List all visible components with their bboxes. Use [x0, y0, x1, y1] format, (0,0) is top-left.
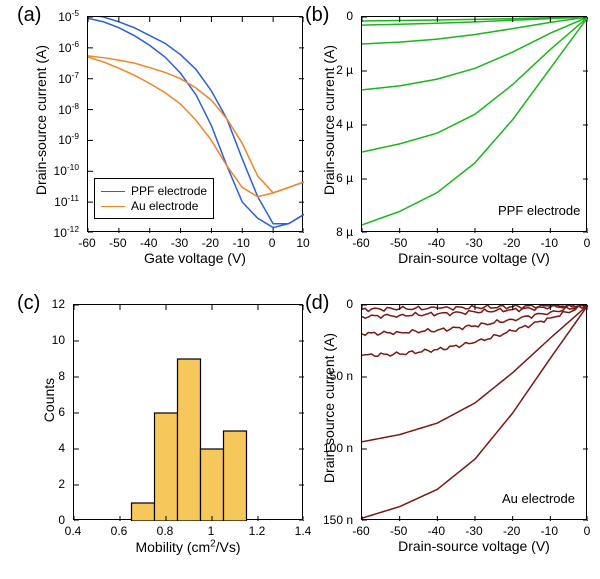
panel-c-xlabel: Mobility (cm2/Vs)	[73, 538, 303, 555]
panel-c-xlabel-text: Mobility (cm2/Vs)	[135, 539, 240, 555]
panel-c-plot	[73, 304, 303, 520]
panel-d-xlabel: Drain-source voltage (V)	[361, 538, 587, 554]
legend-label-ppf: PPF electrode	[131, 184, 207, 198]
panel-b-ylabel: Drain-source current (A)	[321, 12, 337, 228]
panel-d-plot: Au electrode	[361, 304, 587, 520]
panel-c-xticks: 0.40.60.811.21.4	[73, 520, 303, 538]
panel-d-series-label: Au electrode	[502, 491, 575, 506]
panel-a-xticks: -60-50-40-30-20-10010	[87, 232, 303, 250]
panel-a-legend: PPF electrode Au electrode	[94, 178, 214, 219]
panel-d-svg	[362, 305, 588, 521]
panel-c-svg	[74, 305, 304, 521]
panel-b-xticks: -60-50-40-30-20-100	[361, 232, 587, 250]
panel-a-yticks: 10-1210-1110-1010-910-810-710-610-5	[17, 16, 83, 232]
figure-page: { "figure": { "width": 600, "height": 57…	[0, 0, 600, 579]
panel-c: 0.40.60.811.21.4 024681012 Mobility (cm2…	[17, 290, 301, 570]
panel-c-ylabel: Counts	[41, 330, 57, 470]
panel-b-series-label: PPF electrode	[498, 203, 580, 218]
panel-d: Au electrode -60-50-40-30-20-100 050 n10…	[305, 290, 589, 570]
panel-a-plot: PPF electrode Au electrode	[87, 16, 303, 232]
panel-d-ylabel: Drain-source current (A)	[321, 300, 337, 516]
legend-swatch-au	[101, 206, 125, 207]
panel-a-xlabel: Gate voltage (V)	[87, 250, 303, 266]
legend-item-au: Au electrode	[101, 199, 207, 213]
panel-d-xticks: -60-50-40-30-20-100	[361, 520, 587, 538]
legend-swatch-ppf	[101, 191, 125, 192]
legend-item-ppf: PPF electrode	[101, 184, 207, 198]
panel-b-xlabel: Drain-source voltage (V)	[361, 250, 587, 266]
panel-b-svg	[362, 17, 588, 233]
panel-b: PPF electrode -60-50-40-30-20-100 02 µ4 …	[305, 2, 589, 282]
panel-a: PPF electrode Au electrode -60-50-40-30-…	[17, 2, 301, 282]
legend-label-au: Au electrode	[131, 199, 198, 213]
panel-a-ylabel: Drain-source current (A)	[33, 12, 49, 228]
panel-b-plot: PPF electrode	[361, 16, 587, 232]
